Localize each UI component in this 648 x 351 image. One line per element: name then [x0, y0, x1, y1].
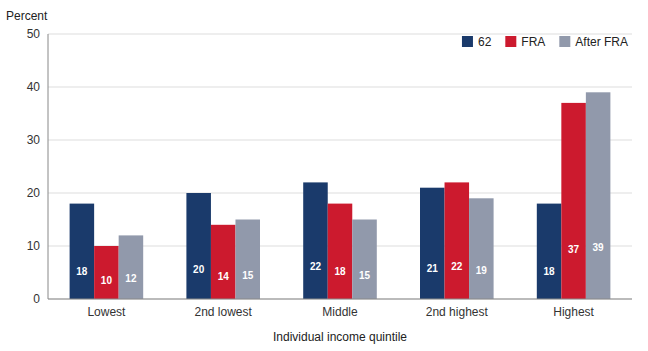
data-label: 18	[76, 266, 88, 277]
legend: 62 FRA After FRA	[462, 35, 628, 49]
y-tick-label: 0	[33, 292, 40, 306]
data-label: 15	[359, 270, 371, 281]
bar	[445, 182, 470, 299]
legend-swatch	[462, 36, 473, 47]
legend-swatch	[505, 36, 516, 47]
data-label: 18	[544, 266, 556, 277]
data-label: 18	[334, 266, 346, 277]
data-label: 37	[568, 244, 580, 255]
x-tick-label: 2nd highest	[426, 305, 489, 319]
legend-item: After FRA	[559, 35, 628, 49]
x-tick-label: Lowest	[87, 305, 126, 319]
data-label: 21	[427, 263, 439, 274]
bar	[119, 235, 144, 299]
bar	[586, 92, 611, 299]
x-tick-label: Highest	[553, 305, 594, 319]
legend-label: 62	[478, 35, 492, 49]
chart: 0 10 20 30 40 50 18 20 22 21 18 10 14 18 22 37 12 15 15 19 3…	[0, 0, 648, 351]
legend-item: 62	[462, 35, 492, 49]
data-label: 22	[451, 261, 463, 272]
data-label: 14	[218, 271, 230, 282]
grid-line	[48, 299, 632, 300]
data-label: 10	[101, 275, 113, 286]
bar	[420, 188, 445, 299]
legend-label: FRA	[521, 35, 545, 49]
grid	[48, 34, 632, 299]
bar	[303, 182, 328, 299]
data-label: 20	[193, 264, 205, 275]
grid-line	[48, 140, 632, 141]
data-label: 19	[476, 265, 488, 276]
y-axis-line	[48, 34, 49, 299]
y-tick-label: 40	[27, 80, 41, 94]
data-label: 22	[310, 261, 322, 272]
grid-line	[48, 87, 632, 88]
legend-item: FRA	[505, 35, 545, 49]
x-axis-line	[48, 299, 632, 300]
bar	[211, 225, 236, 299]
bar	[186, 193, 211, 299]
x-tick-label: Middle	[322, 305, 358, 319]
bar	[70, 204, 95, 299]
bar	[94, 246, 119, 299]
y-tick-label: 30	[27, 133, 41, 147]
data-labels: 18 20 22 21 18 10 14 18 22 37 12 15 15 19 39	[76, 242, 604, 287]
data-label: 15	[242, 270, 254, 281]
y-axis-label: Percent	[6, 9, 48, 23]
x-tick-label: 2nd lowest	[195, 305, 253, 319]
bar	[537, 204, 562, 299]
y-tick-label: 50	[27, 27, 41, 41]
bar	[469, 198, 494, 299]
bar	[352, 220, 377, 300]
data-label: 12	[125, 273, 137, 284]
bars	[70, 92, 611, 299]
x-axis-label: Individual income quintile	[273, 330, 407, 344]
chart-container: 0 10 20 30 40 50 18 20 22 21 18 10 14 18 22 37 12 15 15 19 3…	[0, 0, 648, 351]
bar	[328, 204, 353, 299]
legend-swatch	[559, 36, 570, 47]
y-tick-label: 10	[27, 239, 41, 253]
y-tick-label: 20	[27, 186, 41, 200]
legend-label: After FRA	[575, 35, 628, 49]
grid-line	[48, 193, 632, 194]
bar	[561, 103, 586, 299]
data-label: 39	[593, 242, 605, 253]
bar	[235, 220, 260, 300]
